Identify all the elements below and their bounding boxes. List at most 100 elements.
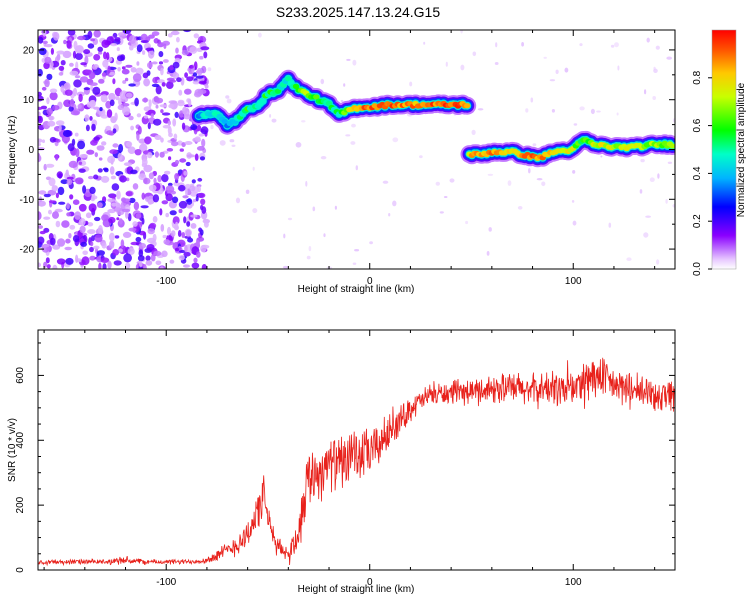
noise-cell bbox=[143, 78, 151, 87]
noise-cell bbox=[135, 236, 142, 243]
noise-cell bbox=[88, 203, 97, 212]
noise-cell bbox=[201, 138, 206, 148]
noise-cell bbox=[167, 226, 171, 236]
spectrogram-y-ticks: -20 -10 0 10 20 bbox=[20, 45, 675, 256]
noise-cell bbox=[640, 158, 645, 163]
noise-cell bbox=[145, 260, 153, 266]
noise-cell bbox=[139, 143, 148, 152]
noise-cell bbox=[143, 177, 151, 185]
noise-cell bbox=[532, 143, 537, 147]
noise-cell bbox=[98, 78, 105, 84]
noise-cell bbox=[155, 260, 162, 266]
noise-cell bbox=[167, 182, 173, 187]
trace-core-cell bbox=[325, 100, 333, 106]
noise-cell bbox=[117, 104, 124, 111]
noise-cell bbox=[106, 109, 113, 118]
noise-cell bbox=[116, 47, 120, 52]
noise-cell bbox=[180, 77, 185, 86]
noise-cell bbox=[114, 112, 118, 121]
noise-cell bbox=[178, 208, 183, 214]
noise-cell bbox=[145, 255, 151, 261]
trace-core-cell bbox=[669, 143, 675, 149]
colorbar-tick-label: 0.4 bbox=[692, 166, 703, 180]
noise-cell bbox=[166, 148, 174, 152]
y-tick-label: 10 bbox=[23, 95, 35, 106]
noise-cell bbox=[320, 78, 325, 85]
noise-cell bbox=[114, 235, 120, 239]
noise-cell bbox=[147, 61, 153, 69]
noise-cell bbox=[186, 198, 193, 205]
noise-cell bbox=[52, 244, 61, 250]
noise-cell bbox=[69, 224, 76, 230]
noise-cell bbox=[229, 139, 235, 143]
noise-cell bbox=[200, 244, 207, 253]
noise-cell bbox=[194, 136, 201, 142]
noise-cell bbox=[657, 173, 660, 179]
noise-cell bbox=[128, 83, 136, 87]
noise-cell bbox=[306, 255, 311, 260]
noise-cell bbox=[78, 161, 83, 165]
noise-cell bbox=[148, 200, 153, 205]
noise-cell bbox=[100, 175, 110, 183]
noise-cell bbox=[352, 59, 357, 66]
noise-cell bbox=[419, 155, 423, 159]
x-tick-label: -100 bbox=[156, 577, 176, 588]
noise-cell bbox=[48, 209, 52, 215]
noise-cell bbox=[50, 237, 56, 246]
noise-cell bbox=[449, 178, 455, 183]
noise-cell bbox=[185, 161, 191, 167]
snr-x-label: Height of straight line (km) bbox=[298, 584, 415, 595]
noise-cell bbox=[69, 194, 74, 200]
noise-cell bbox=[48, 115, 55, 121]
noise-cell bbox=[109, 149, 118, 155]
noise-cell bbox=[121, 197, 126, 203]
noise-cell bbox=[162, 124, 171, 129]
noise-cell bbox=[74, 132, 79, 137]
noise-cell bbox=[50, 47, 55, 55]
noise-cell bbox=[151, 31, 160, 36]
noise-cell bbox=[184, 72, 189, 78]
noise-cell bbox=[38, 115, 43, 124]
noise-cell bbox=[192, 80, 200, 85]
noise-cell bbox=[555, 69, 559, 75]
noise-cell bbox=[85, 212, 92, 219]
noise-cell bbox=[52, 264, 58, 269]
noise-cell bbox=[409, 81, 413, 87]
noise-cell bbox=[89, 246, 94, 253]
noise-cell bbox=[343, 83, 346, 87]
noise-cell bbox=[608, 222, 612, 228]
noise-cell bbox=[152, 216, 158, 223]
trace-core-cell bbox=[313, 94, 320, 100]
noise-cell bbox=[507, 180, 512, 186]
noise-cell bbox=[42, 40, 48, 45]
noise-cell bbox=[55, 120, 65, 126]
noise-cell bbox=[138, 242, 147, 249]
noise-cell bbox=[186, 98, 191, 103]
noise-cell bbox=[185, 229, 191, 237]
noise-cell bbox=[111, 202, 118, 207]
noise-cell bbox=[38, 138, 43, 143]
noise-cell bbox=[112, 78, 116, 85]
noise-cell bbox=[128, 35, 137, 44]
noise-cell bbox=[101, 214, 109, 222]
noise-cell bbox=[90, 99, 96, 107]
noise-cell bbox=[49, 88, 58, 94]
noise-cell bbox=[177, 230, 182, 237]
noise-cell bbox=[136, 61, 140, 66]
spectrogram-x-label: Height of straight line (km) bbox=[298, 284, 415, 295]
noise-cell bbox=[100, 257, 110, 264]
noise-cell bbox=[93, 106, 100, 110]
noise-cell bbox=[140, 40, 149, 44]
noise-cell bbox=[121, 103, 130, 107]
noise-cell bbox=[174, 159, 180, 165]
trace-core-cell bbox=[292, 83, 300, 89]
noise-cell bbox=[89, 255, 96, 261]
y-tick-label: -10 bbox=[20, 195, 35, 206]
noise-cell bbox=[78, 218, 86, 226]
noise-cell bbox=[191, 179, 196, 184]
noise-cell bbox=[152, 194, 160, 203]
noise-cell bbox=[166, 81, 174, 89]
noise-cell bbox=[38, 190, 47, 195]
noise-cell bbox=[639, 189, 643, 194]
noise-cell bbox=[142, 97, 149, 103]
